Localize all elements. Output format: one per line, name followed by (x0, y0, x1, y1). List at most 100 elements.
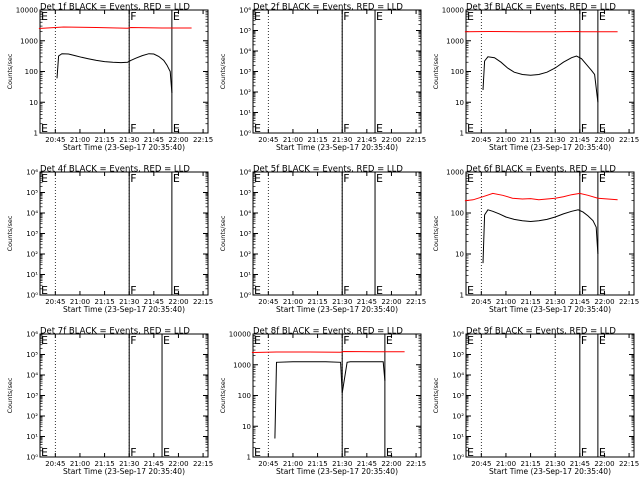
x-axis-label: Start Time (23-Sep-17 20:35:40) (489, 467, 611, 476)
event-label: E (386, 446, 393, 459)
event-label: E (41, 334, 48, 347)
x-tick-label: 21:15 (307, 136, 327, 144)
x-tick-label: 21:30 (332, 136, 352, 144)
event-label: E (254, 446, 261, 459)
x-tick-label: 22:15 (193, 298, 213, 306)
x-tick-label: 20:45 (45, 136, 65, 144)
y-tick-label: 10 (29, 99, 38, 107)
panel-title: Det 5f BLACK = Events, RED = LLD (253, 165, 403, 175)
y-tick-label: 10² (239, 89, 251, 97)
y-tick-label: 10⁶ (452, 331, 464, 339)
x-tick-label: 22:15 (193, 136, 213, 144)
events-series-line (482, 209, 599, 264)
y-axis-label: Counts/sec (219, 53, 227, 89)
event-label: F (130, 334, 136, 347)
event-label: E (254, 122, 261, 135)
x-tick-label: 21:15 (520, 136, 540, 144)
y-tick-label: 10⁴ (239, 48, 251, 56)
x-axis-label: Start Time (23-Sep-17 20:35:40) (489, 305, 611, 314)
plot-frame (39, 171, 209, 296)
event-label: F (581, 10, 587, 23)
event-label: E (467, 122, 474, 135)
y-tick-label: 10⁵ (239, 189, 251, 197)
y-tick-label: 10 (455, 99, 464, 107)
event-label: E (599, 284, 606, 297)
x-axis-label: Start Time (23-Sep-17 20:35:40) (276, 143, 398, 152)
x-tick-label: 21:45 (357, 460, 377, 468)
event-label: E (173, 122, 180, 135)
y-tick-label: 10⁰ (239, 292, 251, 300)
y-tick-label: 10⁵ (26, 351, 38, 359)
x-tick-label: 21:45 (144, 298, 164, 306)
y-tick-label: 10¹ (239, 109, 251, 117)
panel-title: Det 8f BLACK = Events, RED = LLD (253, 327, 403, 337)
x-tick-label: 22:00 (594, 136, 614, 144)
plot-frame (465, 171, 635, 296)
y-tick-label: 10¹ (26, 433, 38, 441)
plot-frame (39, 333, 209, 458)
x-axis-label: Start Time (23-Sep-17 20:35:40) (63, 143, 185, 152)
x-tick-label: 22:15 (619, 460, 639, 468)
x-axis-label: Start Time (23-Sep-17 20:35:40) (63, 305, 185, 314)
event-label: E (163, 334, 170, 347)
event-label: E (254, 284, 261, 297)
x-tick-label: 21:00 (283, 136, 303, 144)
x-tick-label: 21:00 (70, 298, 90, 306)
detector-panel: Det 4f BLACK = Events, RED = LLDFFEEEE10… (6, 165, 213, 315)
y-axis-label: Counts/sec (432, 377, 440, 413)
event-label: E (376, 284, 383, 297)
event-label: F (581, 446, 587, 459)
x-tick-label: 22:00 (168, 460, 188, 468)
event-label: E (376, 10, 383, 23)
y-axis-label: Counts/sec (6, 215, 14, 251)
x-tick-label: 21:30 (545, 460, 565, 468)
events-series-line (56, 53, 173, 94)
panel-title: Det 6f BLACK = Events, RED = LLD (466, 165, 616, 175)
x-tick-label: 22:15 (193, 460, 213, 468)
event-label: E (41, 446, 48, 459)
x-tick-label: 21:00 (70, 460, 90, 468)
y-tick-label: 100 (238, 392, 251, 400)
x-tick-label: 20:45 (471, 298, 491, 306)
y-tick-label: 100 (25, 68, 38, 76)
event-label: E (386, 334, 393, 347)
x-tick-label: 21:15 (94, 136, 114, 144)
event-label: F (130, 284, 136, 297)
y-axis-label: Counts/sec (432, 53, 440, 89)
x-tick-label: 22:00 (381, 460, 401, 468)
x-tick-label: 21:15 (94, 460, 114, 468)
y-tick-label: 1 (460, 292, 464, 300)
detector-panel: Det 9f BLACK = Events, RED = LLDFFEEEE10… (432, 327, 639, 477)
lld-series-line (464, 192, 618, 202)
y-tick-label: 10³ (26, 230, 38, 238)
x-tick-label: 21:00 (70, 136, 90, 144)
x-tick-label: 20:45 (258, 136, 278, 144)
y-tick-label: 10³ (239, 230, 251, 238)
x-tick-label: 21:30 (545, 298, 565, 306)
y-tick-label: 10 (455, 251, 464, 259)
x-tick-label: 21:45 (570, 460, 590, 468)
y-tick-label: 10⁴ (26, 210, 38, 218)
y-tick-label: 10⁴ (26, 372, 38, 380)
lld-series-line (251, 350, 405, 353)
event-label: E (467, 172, 474, 185)
y-tick-label: 10⁵ (452, 351, 464, 359)
y-tick-label: 10² (26, 413, 38, 421)
detector-panel: Det 1f BLACK = Events, RED = LLDFFEEEE11… (6, 3, 213, 153)
y-tick-label: 1000 (20, 37, 38, 45)
y-tick-label: 1 (34, 130, 38, 138)
plot-frame (465, 9, 635, 134)
x-tick-label: 21:45 (144, 136, 164, 144)
y-tick-label: 10¹ (452, 433, 464, 441)
detector-panel: Det 6f BLACK = Events, RED = LLDFFEEEE11… (432, 165, 639, 315)
x-tick-label: 21:30 (545, 136, 565, 144)
detector-panel: Det 5f BLACK = Events, RED = LLDFFEEEE10… (219, 165, 426, 315)
event-label: F (130, 10, 136, 23)
event-label: F (581, 172, 587, 185)
x-tick-label: 21:30 (332, 460, 352, 468)
x-tick-label: 21:45 (144, 460, 164, 468)
x-tick-label: 21:30 (119, 298, 139, 306)
y-tick-label: 10⁴ (452, 372, 464, 380)
event-label: E (599, 10, 606, 23)
